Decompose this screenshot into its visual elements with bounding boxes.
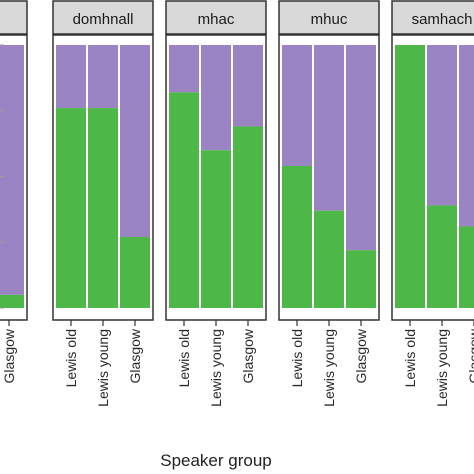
bar-upper-segment	[427, 45, 457, 206]
bar-lower-segment	[282, 165, 312, 308]
bar-upper-segment	[169, 45, 199, 93]
bar-lower-segment	[201, 150, 231, 308]
x-tick-label: Lewis old	[63, 329, 79, 387]
x-tick-label: Glasgow	[466, 328, 474, 383]
bar-lower-segment	[346, 250, 376, 308]
x-tick-label: Lewis old	[289, 329, 305, 387]
bar-upper-segment	[0, 45, 24, 295]
bar-upper-segment	[459, 45, 474, 227]
x-tick-label: Lewis old	[402, 329, 418, 387]
facet-panel-mhac: mhac Lewis old Lewis young Glasgow	[165, 0, 267, 407]
facet-strip-label: samhach	[412, 11, 473, 28]
facet-panel-domhnall: domhnall Lewis old Lewis young Glasgow	[52, 0, 154, 407]
x-tick-label: Glasgow	[353, 328, 369, 383]
bar-upper-segment	[282, 45, 312, 166]
bar-lower-segment	[459, 226, 474, 308]
bar-lower-segment	[395, 45, 425, 308]
facet-panel-samhach: samhach Lewis old Lewis young Glasgow	[391, 0, 474, 407]
bar-upper-segment	[201, 45, 231, 151]
bar-lower-segment	[0, 294, 24, 308]
facet-strip	[52, 0, 154, 35]
x-tick-label: Glasgow	[1, 328, 17, 383]
x-axis-title: Speaker group	[160, 451, 272, 470]
bar-upper-segment	[56, 45, 86, 109]
x-tick-label: Glasgow	[240, 328, 256, 383]
panel-border	[0, 34, 28, 321]
facet-strip-label: mhuc	[311, 11, 348, 28]
bar-upper-segment	[88, 45, 118, 109]
bar-lower-segment	[427, 205, 457, 308]
facet-panel-mhuc: mhuc Lewis old Lewis young Glasgow	[278, 0, 380, 407]
x-tick-label: Glasgow	[127, 328, 143, 383]
facet-strip	[0, 0, 28, 35]
bar-upper-segment	[233, 45, 263, 127]
facet-strip-label: domhnall	[73, 11, 134, 28]
bar-lower-segment	[88, 108, 118, 309]
bar-lower-segment	[169, 92, 199, 308]
bar-lower-segment	[233, 126, 263, 308]
bar-upper-segment	[346, 45, 376, 251]
x-tick-label: Lewis old	[176, 329, 192, 387]
facet-strip	[391, 0, 474, 35]
bar-upper-segment	[120, 45, 150, 237]
facet-strip-label: mhac	[198, 11, 235, 28]
x-tick-label: Lewis young	[95, 329, 111, 407]
bar-upper-segment	[314, 45, 344, 211]
x-tick-label: Lewis young	[208, 329, 224, 407]
facet-strip	[278, 0, 380, 35]
bar-lower-segment	[56, 108, 86, 309]
x-tick-label: Lewis young	[434, 329, 450, 407]
facet-strip	[165, 0, 267, 35]
bar-lower-segment	[314, 210, 344, 308]
x-tick-label: Lewis young	[321, 329, 337, 407]
bar-lower-segment	[120, 236, 150, 308]
